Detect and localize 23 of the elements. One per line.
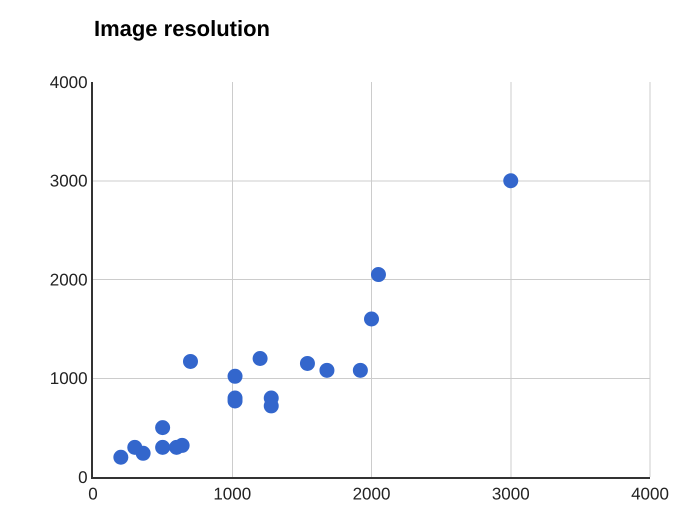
point (364, 312, 379, 326)
y-tick-label: 0 (78, 468, 88, 487)
point (155, 440, 170, 455)
point (228, 368, 243, 384)
y-tick-label: 1000 (50, 369, 88, 388)
point (252, 351, 268, 366)
point (319, 362, 334, 378)
point (300, 356, 315, 371)
point (136, 446, 151, 461)
y-tick-label: 2000 (50, 270, 88, 290)
x-tick-label: 2000 (352, 484, 390, 504)
point (113, 450, 128, 465)
y-tick-label: 3000 (50, 172, 88, 191)
point (370, 267, 386, 282)
chart-title: Image resolution (94, 16, 270, 41)
point (182, 354, 198, 369)
x-tick-label: 3000 (492, 484, 530, 504)
point (352, 362, 368, 378)
x-tick-label: 4000 (631, 484, 669, 504)
point (155, 420, 170, 436)
point (503, 173, 518, 188)
x-tick-label: 1000 (213, 484, 252, 504)
y-tick-label: 4000 (50, 72, 88, 92)
